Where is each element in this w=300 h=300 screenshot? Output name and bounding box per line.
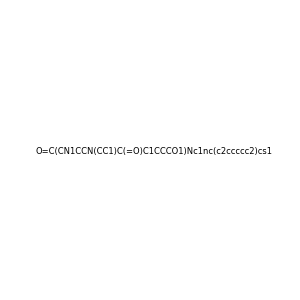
Text: O=C(CN1CCN(CC1)C(=O)C1CCCO1)Nc1nc(c2ccccc2)cs1: O=C(CN1CCN(CC1)C(=O)C1CCCO1)Nc1nc(c2cccc… <box>35 147 272 156</box>
